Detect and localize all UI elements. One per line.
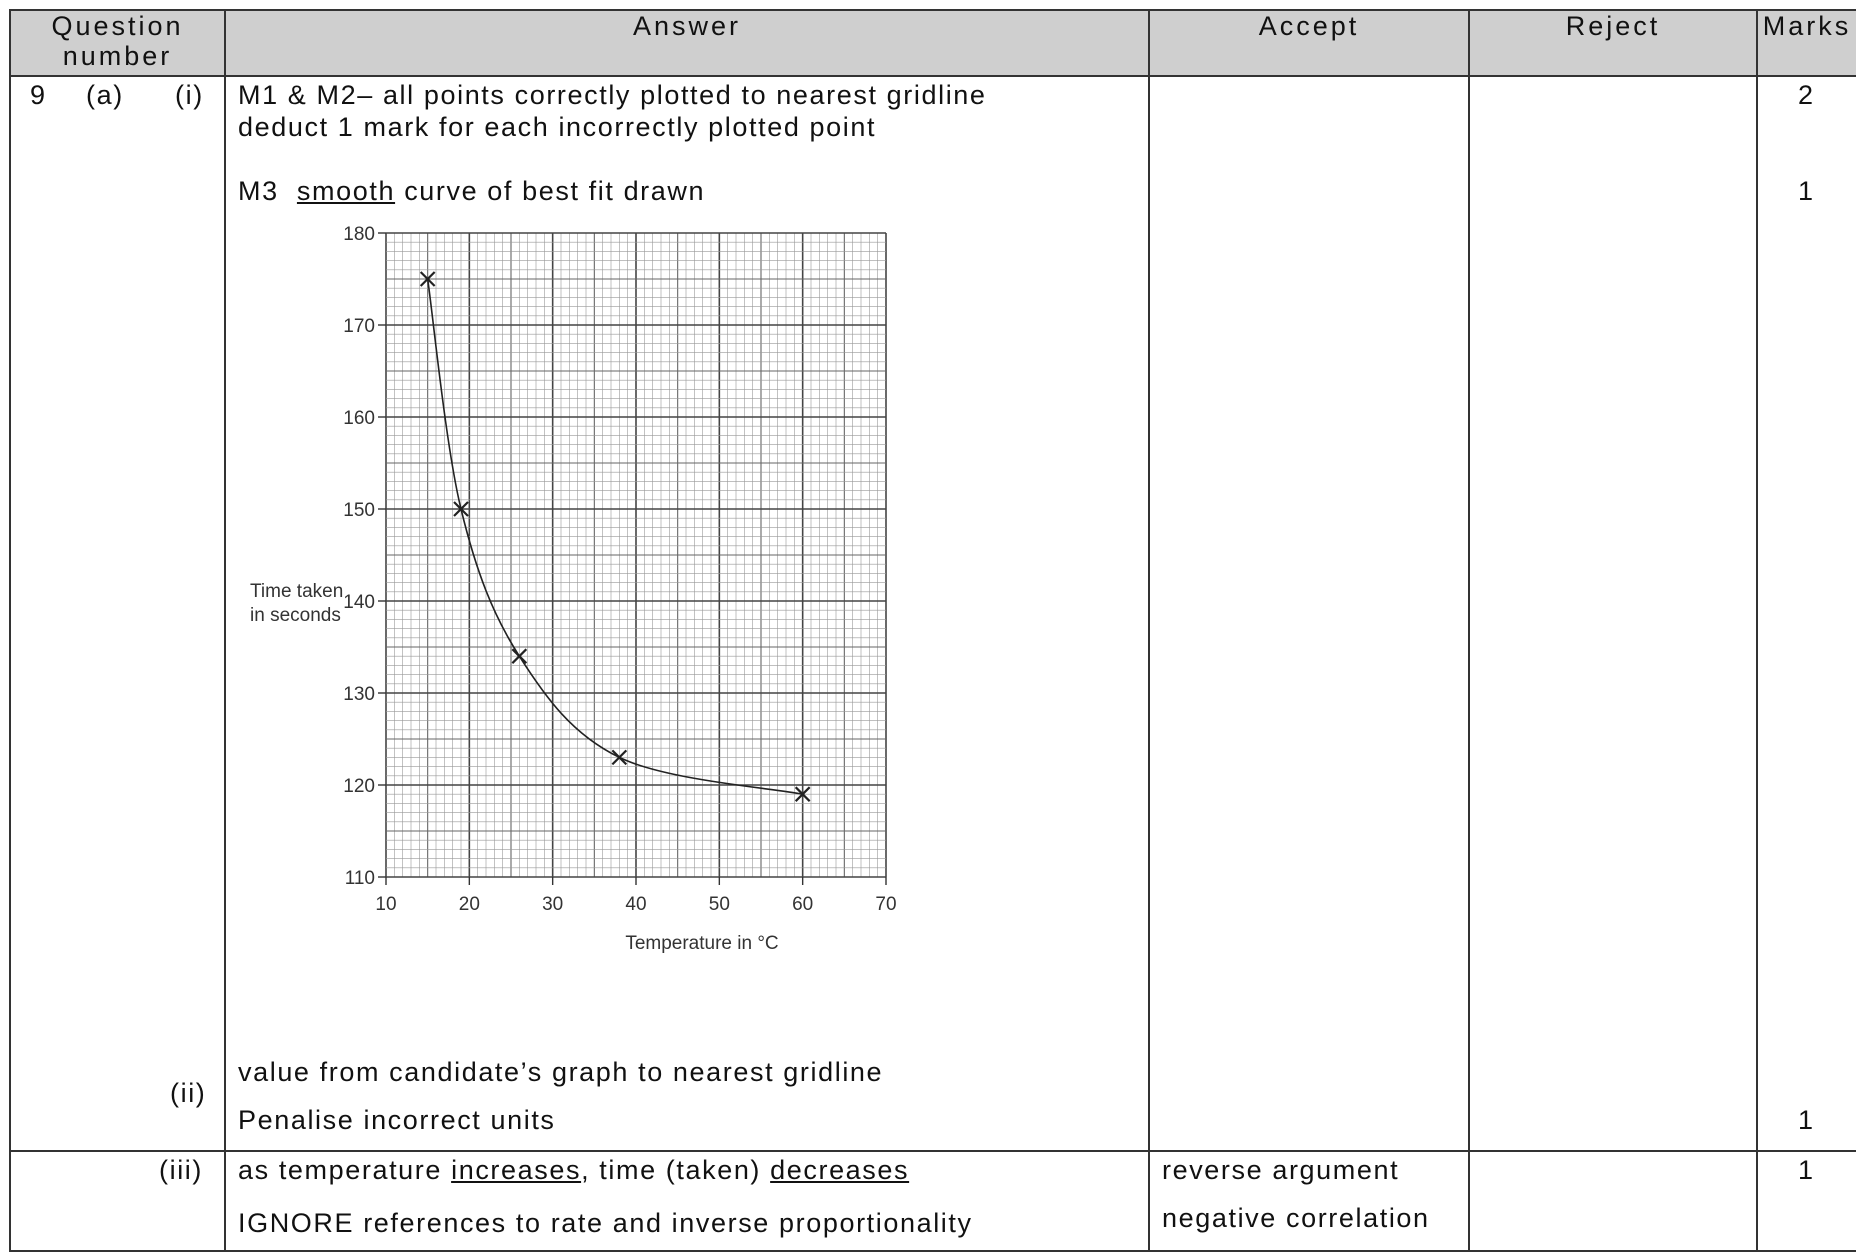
mark-scheme-table: Question number Answer Accept Reject Mar… — [9, 9, 1856, 1252]
graph-grid — [386, 233, 886, 877]
y-tick-label: 120 — [343, 776, 375, 797]
header-row: Question number Answer Accept Reject Mar… — [10, 10, 1856, 76]
header-question-number: Question number — [10, 10, 225, 76]
header-marks: Marks — [1757, 10, 1856, 76]
y-tick-label: 180 — [343, 224, 375, 245]
marks-iii: 1 — [1798, 1155, 1815, 1186]
question-subpart-i: (i) — [175, 80, 204, 111]
answer-iii-decreases: decreases — [770, 1155, 909, 1185]
answer-ii-line2: Penalise incorrect units — [238, 1105, 556, 1136]
answer-m1m2-line1: M1 & M2– all points correctly plotted to… — [238, 80, 987, 111]
x-tick-label: 70 — [875, 894, 896, 915]
accept-cell-iii: reverse argument negative correlation — [1149, 1151, 1469, 1251]
question-subpart-iii: (iii) — [159, 1155, 203, 1186]
x-axis-label: Temperature in °C — [625, 933, 778, 954]
x-tick-label: 20 — [459, 894, 480, 915]
x-tick-label: 10 — [375, 894, 396, 915]
accept-reverse-argument: reverse argument — [1162, 1155, 1399, 1186]
y-tick-label: 130 — [343, 684, 375, 705]
m3-label: M3 — [238, 176, 279, 206]
header-question-line2: number — [11, 41, 224, 71]
answer-iii-text2: , time (taken) — [581, 1155, 761, 1185]
x-tick-label: 60 — [792, 894, 813, 915]
graph-ticks: 10 20 30 40 50 60 70 110 120 130 140 150 160 170 180 — [343, 224, 896, 915]
header-accept: Accept — [1149, 10, 1469, 76]
y-axis-label-line1: Time taken — [250, 581, 343, 602]
accept-negative-correlation: negative correlation — [1162, 1203, 1430, 1234]
marks-cell: 2 1 1 — [1757, 76, 1856, 1151]
header-answer: Answer — [225, 10, 1149, 76]
marks-ii: 1 — [1798, 1105, 1815, 1136]
table-row-9a-iii: (iii) as temperature increases, time (ta… — [10, 1151, 1856, 1251]
marks-m1m2: 2 — [1798, 80, 1815, 111]
question-part: (a) — [86, 80, 124, 111]
accept-cell — [1149, 76, 1469, 1151]
x-tick-label: 50 — [709, 894, 730, 915]
x-tick-label: 40 — [625, 894, 646, 915]
reject-cell-iii — [1469, 1151, 1757, 1251]
x-tick-label: 30 — [542, 894, 563, 915]
question-subpart-ii: (ii) — [170, 1078, 206, 1109]
answer-iii-line2: IGNORE references to rate and inverse pr… — [238, 1208, 973, 1239]
header-reject: Reject — [1469, 10, 1757, 76]
question-number-cell: 9 (a) (i) (ii) — [10, 76, 225, 1151]
y-tick-label: 140 — [343, 592, 375, 613]
answer-m3-line: M3 smooth curve of best fit drawn — [238, 176, 705, 207]
answer-iii-line1: as temperature increases, time (taken) d… — [238, 1155, 909, 1186]
y-axis-label-line2: in seconds — [250, 605, 341, 626]
answer-ii-line1: value from candidate’s graph to nearest … — [238, 1057, 883, 1088]
marks-cell-iii: 1 — [1757, 1151, 1856, 1251]
m3-rest: curve of best fit drawn — [404, 176, 705, 206]
answer-cell-iii: as temperature increases, time (taken) d… — [225, 1151, 1149, 1251]
question-number-cell-iii: (iii) — [10, 1151, 225, 1251]
header-question-line1: Question — [11, 11, 224, 41]
y-tick-label: 160 — [343, 408, 375, 429]
reject-cell — [1469, 76, 1757, 1151]
question-number: 9 — [30, 80, 47, 111]
y-tick-label: 150 — [343, 500, 375, 521]
answer-cell: M1 & M2– all points correctly plotted to… — [225, 76, 1149, 1151]
mark-scheme: Question number Answer Accept Reject Mar… — [9, 9, 1856, 1244]
temperature-time-graph: 10 20 30 40 50 60 70 110 120 130 140 150 160 170 180 T… — [238, 217, 1068, 1007]
m3-smooth: smooth — [297, 176, 395, 206]
y-tick-label: 170 — [343, 316, 375, 337]
answer-iii-increases: increases — [451, 1155, 581, 1185]
table-row-9a-i-ii: 9 (a) (i) (ii) M1 & M2– all points corre… — [10, 76, 1856, 1151]
answer-iii-text1: as temperature — [238, 1155, 442, 1185]
y-tick-label: 110 — [345, 868, 375, 889]
answer-m1m2-line2: deduct 1 mark for each incorrectly plott… — [238, 112, 876, 143]
marks-m3: 1 — [1798, 176, 1815, 207]
